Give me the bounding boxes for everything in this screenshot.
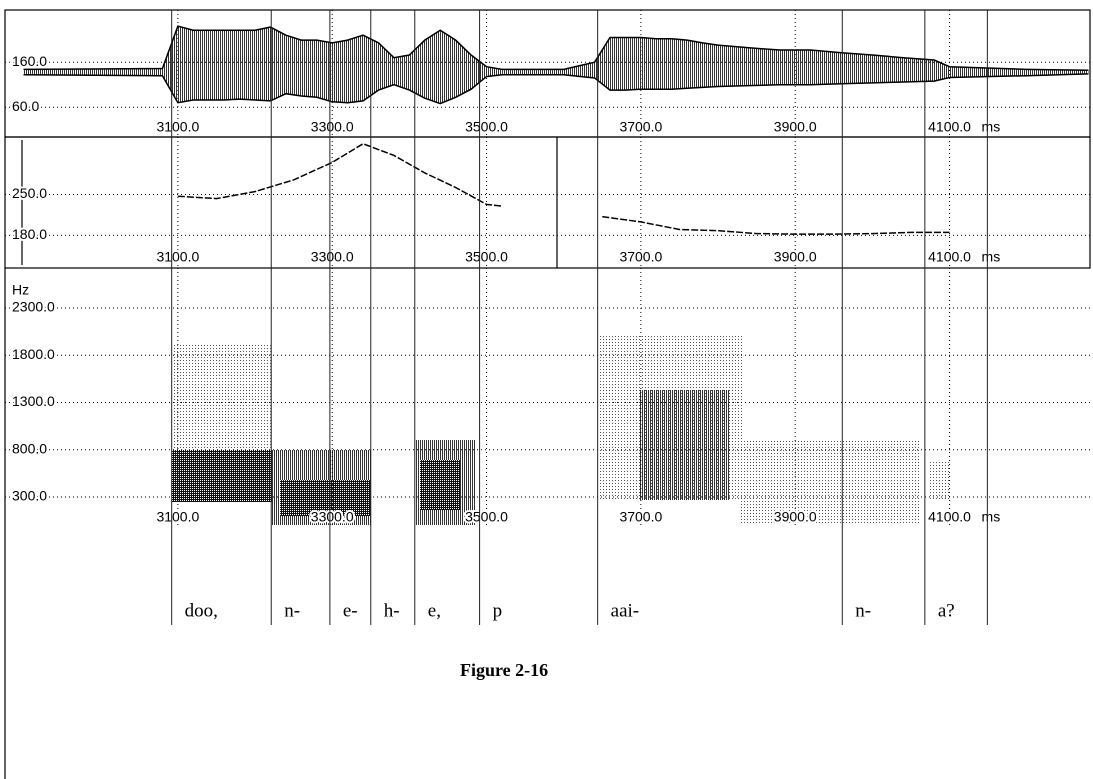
- x-tick-label: 3500.0: [465, 249, 508, 265]
- x-tick-label: 3900.0: [774, 509, 817, 525]
- segment-label: n-: [855, 600, 871, 621]
- x-tick-label: 3100.0: [156, 509, 199, 525]
- frame: [4, 9, 1091, 779]
- y-axis-label: Hz: [12, 282, 29, 298]
- y-tick-label: 180.0: [12, 226, 47, 242]
- y-tick-label: 800.0: [12, 440, 47, 456]
- x-tick-label: 3700.0: [619, 249, 662, 265]
- x-tick-label: 3300.0: [311, 249, 354, 265]
- x-tick-label: 3900.0: [774, 249, 817, 265]
- segment-label: a?: [938, 600, 955, 621]
- x-tick-label: 3500.0: [465, 119, 508, 135]
- x-unit: ms: [982, 119, 1001, 135]
- x-tick-label: 4100.0: [928, 119, 971, 135]
- x-tick-label: 3500.0: [465, 509, 508, 525]
- y-tick-label: 250.0: [12, 185, 47, 201]
- segment-label: n-: [284, 600, 300, 621]
- x-tick-label: 4100.0: [928, 509, 971, 525]
- y-tick-label: 300.0: [12, 488, 47, 504]
- x-unit: ms: [982, 249, 1001, 265]
- segment-label: aai-: [611, 600, 639, 621]
- x-tick-label: 3300.0: [311, 119, 354, 135]
- segment-label: p: [493, 600, 503, 621]
- x-tick-label: 3700.0: [619, 509, 662, 525]
- waveform-envelope: [23, 73, 1089, 105]
- caption: Figure 2-16: [460, 660, 548, 680]
- x-tick-label: 3100.0: [156, 119, 199, 135]
- x-unit: ms: [982, 509, 1001, 525]
- y-tick-label: 2300.0: [12, 299, 55, 315]
- x-tick-label: 3100.0: [156, 249, 199, 265]
- x-tick-label: 3900.0: [774, 119, 817, 135]
- waveform-envelope: [23, 25, 1089, 72]
- y-tick-label: 1800.0: [12, 346, 55, 362]
- x-tick-label: 3300.0: [311, 509, 354, 525]
- segment-label: doo,: [185, 600, 218, 621]
- x-tick-label: 3700.0: [619, 119, 662, 135]
- segment-label: e-: [343, 600, 358, 621]
- segment-label: h-: [384, 600, 400, 621]
- x-tick-label: 4100.0: [928, 249, 971, 265]
- y-tick-label: 60.0: [12, 98, 39, 114]
- y-tick-label: 160.0: [12, 53, 47, 69]
- pitch-track: [177, 142, 950, 235]
- segment-label: e,: [428, 600, 441, 621]
- spectrogram-texture: [172, 335, 950, 525]
- y-tick-label: 1300.0: [12, 393, 55, 409]
